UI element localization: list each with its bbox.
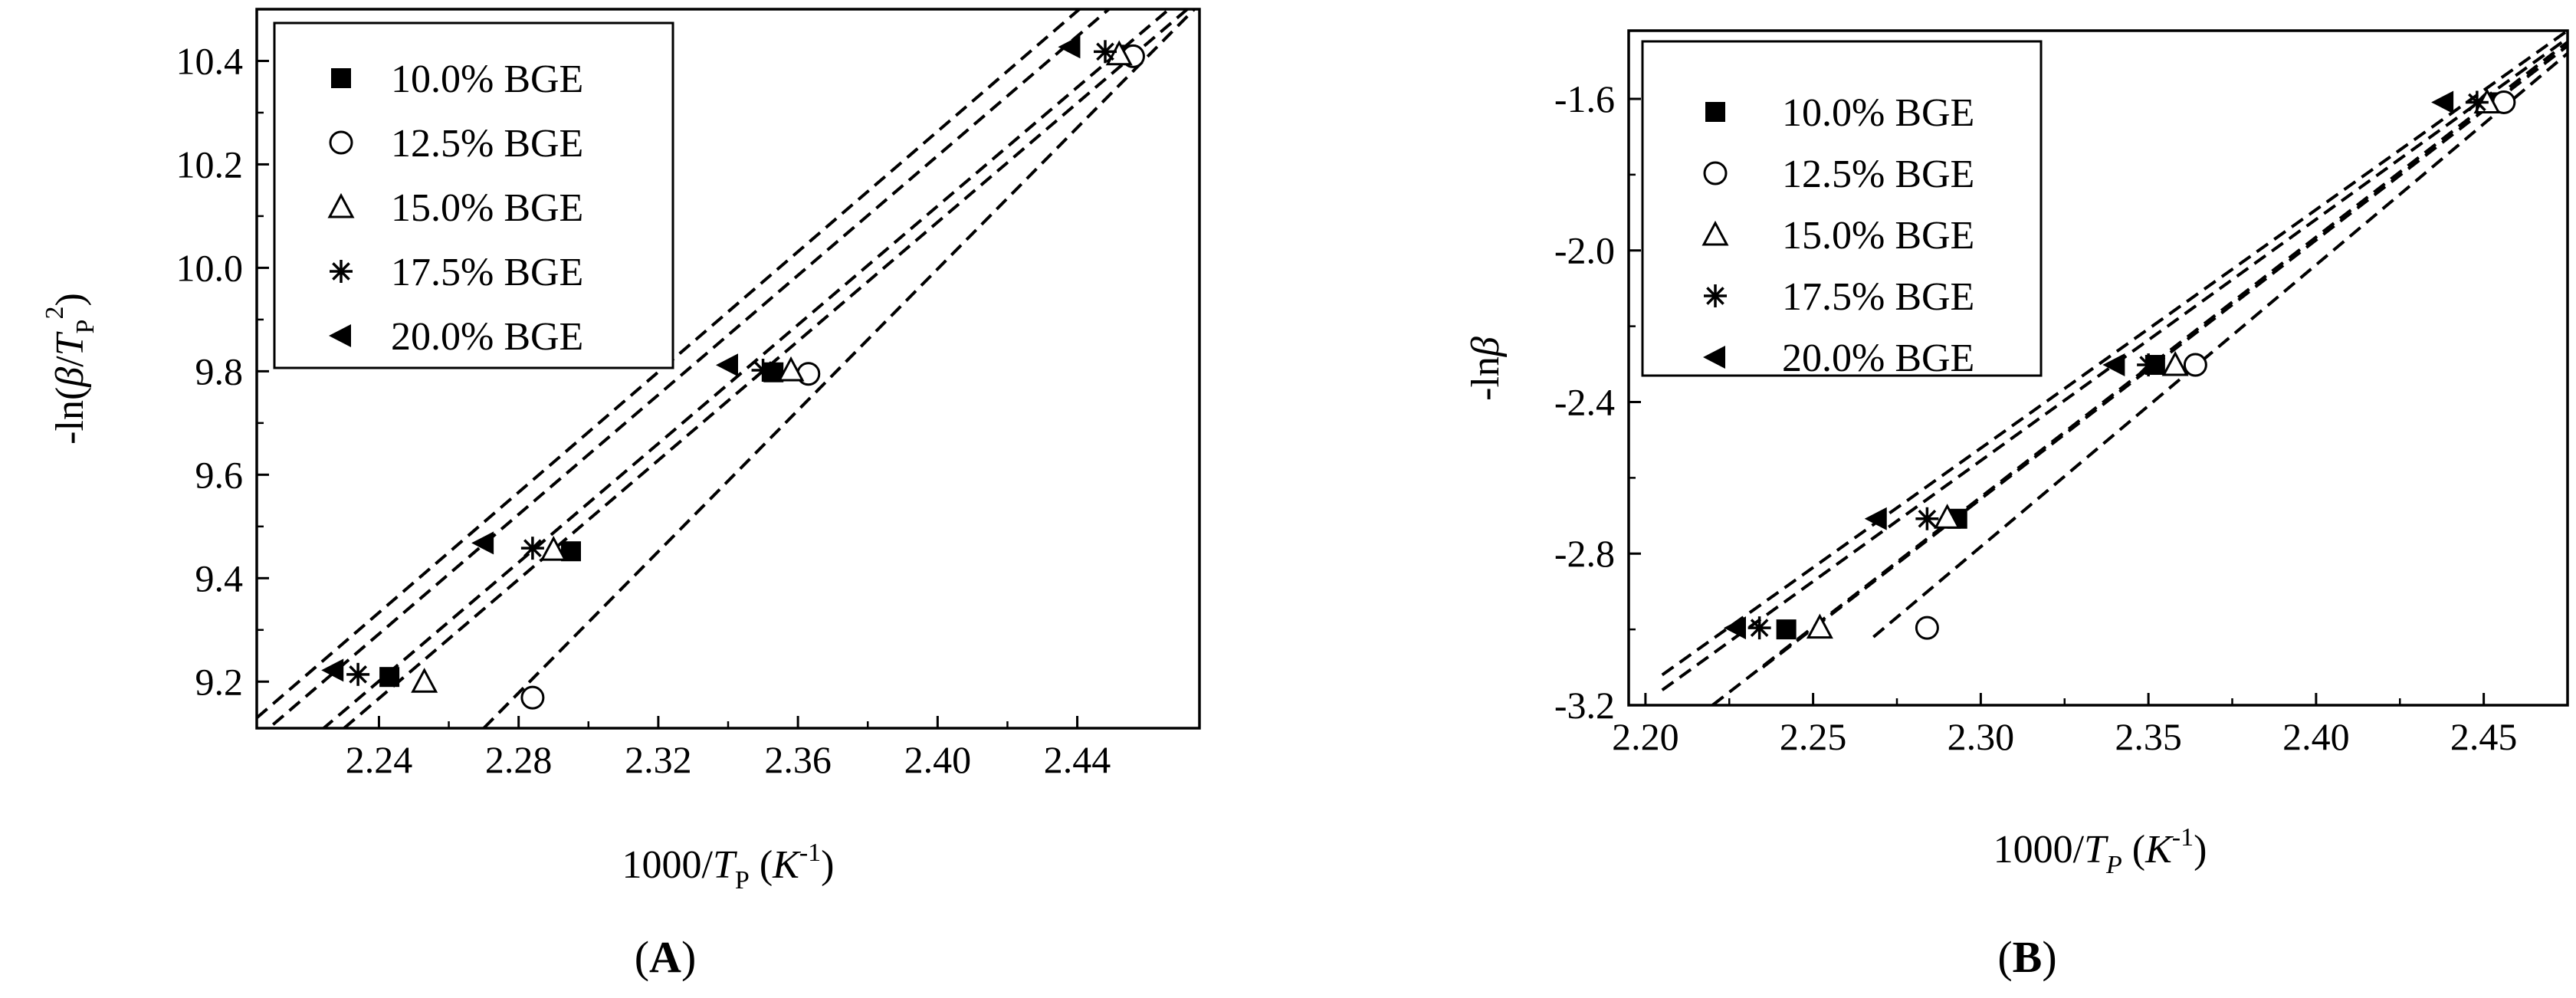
legend-marker-2 xyxy=(1703,161,1728,185)
x-tick-label: 2.20 xyxy=(1612,715,1679,758)
legend-a: 10.0% BGE 12.5% BGE 15.0% BGE 17.5% BGE 20.0… xyxy=(273,21,674,369)
data-point-series-4 xyxy=(1747,616,1771,640)
legend-marker-1 xyxy=(331,68,351,88)
legend-label-1: 10.0% BGE xyxy=(391,57,583,101)
fit-line-5 xyxy=(1661,31,2568,677)
legend-label-3: 15.0% BGE xyxy=(1782,214,1974,258)
x-tick-label: 2.35 xyxy=(2115,715,2182,758)
data-point-series-5 xyxy=(1724,616,1746,640)
data-point-series-4 xyxy=(1915,507,1939,530)
data-point-series-5 xyxy=(1864,507,1887,530)
legend-label-3: 15.0% BGE xyxy=(391,186,583,230)
x-tick-label: 2.32 xyxy=(625,738,692,781)
x-tick-label: 2.36 xyxy=(764,738,832,781)
fit-line-2 xyxy=(482,9,1197,728)
data-point-series-5 xyxy=(471,531,494,555)
x-tick-label: 2.45 xyxy=(2450,715,2518,758)
data-point-series-5 xyxy=(716,353,738,377)
data-point-series-4 xyxy=(2465,90,2489,114)
legend-marker-3 xyxy=(1701,220,1729,246)
legend-label-5: 20.0% BGE xyxy=(1782,336,1974,380)
fit-line-4 xyxy=(1661,37,2568,691)
y-tick-label: -2.8 xyxy=(1554,532,1615,575)
panel-label-b: (B) xyxy=(1997,932,2056,982)
fit-line-5 xyxy=(257,9,1082,720)
plot-area-b xyxy=(1627,29,2569,707)
data-point-series-3 xyxy=(1934,504,1961,529)
ticks-a: 2.24 2.28 2.32 2.36 2.40 2.44 9.2 9.4 9.6 9.8 10.0… xyxy=(176,39,1111,781)
y-tick-label: 10.2 xyxy=(176,143,244,185)
ticks-b: 2.20 2.25 2.30 2.35 2.40 2.45 -3.2 -2.8 -2.4 -2.0… xyxy=(1554,77,2518,758)
fit-line-3 xyxy=(1711,41,2568,705)
y-axis-title-b: -lnβ xyxy=(1464,336,1508,401)
legend-label-5: 20.0% BGE xyxy=(391,315,583,359)
y-tick-label: -2.4 xyxy=(1554,380,1615,423)
y-tick-label: 10.0 xyxy=(176,246,244,289)
data-point-series-1 xyxy=(1776,619,1797,640)
legend-b: 10.0% BGE 12.5% BGE 15.0% BGE 17.5% BGE 20.0… xyxy=(1641,40,2043,380)
fit-line-1 xyxy=(1761,44,2568,669)
fit-lines-b xyxy=(1661,31,2568,705)
y-tick-label: 10.4 xyxy=(176,39,244,82)
data-points-b xyxy=(1724,88,2516,640)
legend-marker-3 xyxy=(327,192,355,218)
data-point-series-3 xyxy=(1806,613,1833,639)
data-point-series-3 xyxy=(2161,350,2189,376)
panel-b: 2.20 2.25 2.30 2.35 2.40 2.45 -3.2 -2.8 -2.4 -2.0… xyxy=(1464,29,2569,982)
data-point-series-5 xyxy=(2102,353,2125,377)
data-point-series-4 xyxy=(2137,353,2161,377)
legend-marker-4 xyxy=(1704,284,1727,307)
legend-label-2: 12.5% BGE xyxy=(391,122,583,166)
fit-line-1 xyxy=(321,9,1172,728)
x-tick-label: 2.30 xyxy=(1948,715,2015,758)
data-point-series-4 xyxy=(1094,40,1117,64)
y-tick-label: -1.6 xyxy=(1554,77,1615,120)
panel-label-a: (A) xyxy=(635,932,697,982)
legend-label-4: 17.5% BGE xyxy=(391,251,583,294)
x-tick-label: 2.44 xyxy=(1044,738,1111,781)
panel-a: 2.24 2.28 2.32 2.36 2.40 2.44 9.2 9.4 9.6 9.8 10.0… xyxy=(41,8,1201,982)
y-axis-title-a: -ln(β/TP2) xyxy=(41,293,100,445)
data-point-series-4 xyxy=(346,662,370,686)
data-point-series-3 xyxy=(540,536,567,561)
legend-label-4: 17.5% BGE xyxy=(1782,275,1974,319)
x-tick-label: 2.28 xyxy=(485,738,553,781)
x-axis-title-a: 1000/TP (K-1) xyxy=(622,839,835,895)
data-point-series-4 xyxy=(520,537,544,560)
x-tick-label: 2.25 xyxy=(1780,715,1847,758)
y-tick-label: 9.8 xyxy=(195,350,244,392)
x-tick-label: 2.24 xyxy=(346,738,413,781)
data-point-series-5 xyxy=(1058,35,1081,59)
legend-label-1: 10.0% BGE xyxy=(1782,91,1974,135)
data-point-series-3 xyxy=(777,356,805,382)
data-points-a xyxy=(321,35,1145,710)
legend-marker-5 xyxy=(1703,346,1725,369)
x-axis-title-b: 1000/TP (K-1) xyxy=(1994,823,2207,879)
x-tick-label: 2.40 xyxy=(904,738,972,781)
data-point-series-5 xyxy=(2431,90,2454,114)
data-point-series-3 xyxy=(411,668,438,693)
y-tick-label: 9.2 xyxy=(195,660,244,703)
legend-marker-4 xyxy=(330,260,353,283)
data-point-series-4 xyxy=(751,359,775,382)
data-point-series-2 xyxy=(2183,353,2207,377)
data-point-series-2 xyxy=(1915,616,1939,640)
legend-label-2: 12.5% BGE xyxy=(1782,153,1974,196)
legend-marker-2 xyxy=(329,130,353,155)
y-tick-label: -3.2 xyxy=(1554,684,1615,727)
data-point-series-1 xyxy=(379,667,400,688)
legend-marker-5 xyxy=(329,324,351,347)
data-point-series-2 xyxy=(796,362,821,386)
x-tick-label: 2.40 xyxy=(2282,715,2350,758)
legend-marker-1 xyxy=(1705,102,1725,122)
fit-line-4 xyxy=(266,9,1111,728)
data-point-series-2 xyxy=(520,685,545,710)
y-tick-label: 9.6 xyxy=(195,453,244,496)
y-tick-label: 9.4 xyxy=(195,556,244,599)
fit-line-2 xyxy=(1872,52,2568,639)
data-point-series-5 xyxy=(321,658,344,682)
y-tick-label: -2.0 xyxy=(1554,229,1615,272)
